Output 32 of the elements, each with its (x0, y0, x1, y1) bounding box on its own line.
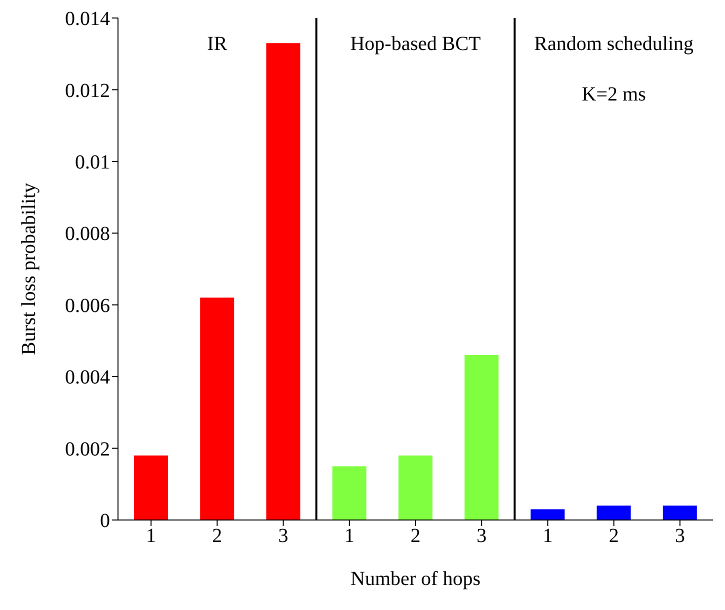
bar (200, 298, 234, 520)
bar (662, 506, 697, 520)
x-tick-label: 2 (410, 525, 420, 548)
bar (134, 455, 168, 520)
annotation: IR (207, 33, 228, 56)
annotation: K=2 ms (582, 83, 646, 106)
x-tick-label: 3 (476, 525, 487, 548)
x-axis-title: Number of hops (350, 568, 481, 590)
bar (332, 466, 366, 520)
bar (464, 355, 499, 520)
bar (596, 506, 631, 520)
x-tick-label: 1 (542, 525, 553, 548)
bar (530, 509, 565, 520)
y-tick-label: 0.004 (65, 366, 110, 389)
x-tick-label: 1 (146, 525, 156, 548)
y-tick-label: 0.012 (65, 80, 110, 102)
y-axis-title: Burst loss probability (18, 182, 40, 356)
x-tick-label: 3 (674, 525, 685, 548)
x-tick-label: 2 (212, 525, 222, 548)
annotation: Hop-based BCT (350, 33, 481, 56)
bar (398, 455, 432, 520)
y-tick-label: 0 (100, 510, 110, 532)
y-tick-label: 0.01 (75, 152, 110, 174)
x-tick-label: 2 (608, 525, 619, 548)
x-tick-label: 1 (344, 525, 354, 548)
bar (266, 43, 300, 520)
x-tick-label: 3 (278, 525, 288, 548)
annotation: Random scheduling (534, 33, 694, 56)
y-tick-label: 0.014 (65, 8, 110, 30)
y-tick-label: 0.008 (65, 223, 110, 246)
y-tick-label: 0.006 (65, 294, 110, 317)
y-tick-label: 0.002 (65, 438, 110, 460)
